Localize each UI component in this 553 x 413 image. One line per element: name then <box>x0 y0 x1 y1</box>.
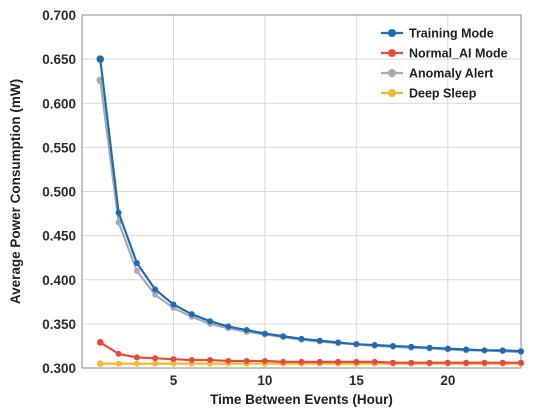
y-tick-label: 0.700 <box>42 8 76 23</box>
y-axis-title: Average Power Consumption (mW) <box>8 79 23 304</box>
series-anomaly-alert <box>96 76 524 356</box>
data-point-normal-ai-mode <box>408 359 415 366</box>
y-tick-label: 0.550 <box>42 140 76 155</box>
legend-entry-anomaly-alert: Anomaly Alert <box>381 67 494 81</box>
x-tick-label: 5 <box>170 373 178 388</box>
data-point-normal-ai-mode <box>225 357 232 364</box>
data-point-normal-ai-mode <box>298 358 305 365</box>
data-point-normal-ai-mode <box>444 359 451 366</box>
data-point-normal-ai-mode <box>243 357 250 364</box>
data-point-training-mode <box>408 343 415 350</box>
data-point-training-mode <box>243 327 250 334</box>
series <box>96 55 524 367</box>
x-tick-labels: 5 10 15 20 <box>170 373 456 388</box>
data-point-training-mode <box>426 344 433 351</box>
data-point-normal-ai-mode <box>499 359 506 366</box>
legend-label-training-mode: Training Mode <box>409 27 494 41</box>
plot-frame <box>81 14 522 369</box>
data-point-normal-ai-mode <box>133 354 140 361</box>
data-point-normal-ai-mode <box>261 357 268 364</box>
legend-entry-deep-sleep: Deep Sleep <box>381 87 477 101</box>
series-training-mode <box>96 55 524 355</box>
legend-entry-normal-ai-mode: Normal_AI Mode <box>381 47 508 61</box>
y-tick-label: 0.600 <box>42 96 76 111</box>
data-point-normal-ai-mode <box>188 357 195 364</box>
series-line-normal-ai-mode <box>99 341 521 364</box>
series-normal-ai-mode <box>96 339 524 366</box>
data-point-training-mode <box>152 286 159 293</box>
data-point-normal-ai-mode <box>463 359 470 366</box>
legend-entry-training-mode: Training Mode <box>381 27 494 41</box>
legend-label-anomaly-alert: Anomaly Alert <box>409 67 494 81</box>
data-point-anomaly-alert <box>115 219 122 226</box>
data-point-normal-ai-mode <box>152 355 159 362</box>
data-point-training-mode <box>115 209 122 216</box>
legend: Training Mode Normal_AI Mode Anomaly Ale… <box>381 27 508 101</box>
data-point-deep-sleep <box>133 360 140 367</box>
data-point-anomaly-alert <box>133 267 140 274</box>
data-point-normal-ai-mode <box>316 358 323 365</box>
data-point-normal-ai-mode <box>207 357 214 364</box>
data-point-training-mode <box>335 339 342 346</box>
legend-marker-deep-sleep <box>388 89 396 97</box>
x-axis-title: Time Between Events (Hour) <box>210 392 393 407</box>
data-point-training-mode <box>96 55 105 63</box>
data-point-anomaly-alert <box>152 291 159 298</box>
data-point-normal-ai-mode <box>115 350 122 357</box>
x-tick-label: 15 <box>349 373 365 388</box>
data-point-training-mode <box>389 342 396 349</box>
data-point-training-mode <box>133 259 140 266</box>
axes <box>81 14 522 369</box>
series-line-training-mode <box>99 58 522 353</box>
data-point-training-mode <box>188 311 195 318</box>
data-point-training-mode <box>444 345 451 352</box>
y-tick-label: 0.350 <box>42 317 76 332</box>
data-point-training-mode <box>316 337 323 344</box>
y-tick-label: 0.450 <box>42 229 76 244</box>
data-point-training-mode <box>499 347 506 354</box>
data-point-normal-ai-mode <box>371 358 378 365</box>
data-point-deep-sleep <box>96 360 104 367</box>
data-point-normal-ai-mode <box>518 359 524 366</box>
data-point-training-mode <box>280 333 287 340</box>
data-point-deep-sleep <box>170 360 177 367</box>
data-point-training-mode <box>207 318 214 325</box>
data-point-training-mode <box>170 301 177 308</box>
y-tick-label: 0.650 <box>42 52 76 67</box>
x-tick-label: 20 <box>440 373 455 388</box>
legend-marker-training-mode <box>388 29 396 37</box>
data-point-normal-ai-mode <box>335 358 342 365</box>
data-point-training-mode <box>371 342 378 349</box>
data-point-deep-sleep <box>152 360 159 367</box>
y-tick-labels: 0.300 0.350 0.400 0.450 0.500 0.550 0.600 0.650… <box>42 8 76 376</box>
data-point-normal-ai-mode <box>426 359 433 366</box>
legend-label-normal-ai-mode: Normal_AI Mode <box>409 47 508 61</box>
legend-label-deep-sleep: Deep Sleep <box>409 87 477 101</box>
data-point-normal-ai-mode <box>280 358 287 365</box>
legend-marker-anomaly-alert <box>388 69 396 77</box>
x-tick-label: 10 <box>257 373 272 388</box>
data-point-training-mode <box>481 347 488 354</box>
data-point-normal-ai-mode <box>96 339 104 346</box>
data-point-training-mode <box>353 341 360 348</box>
y-tick-label: 0.500 <box>42 185 76 200</box>
data-point-normal-ai-mode <box>170 356 177 363</box>
data-point-normal-ai-mode <box>389 359 396 366</box>
data-point-normal-ai-mode <box>353 358 360 365</box>
data-point-training-mode <box>225 323 232 330</box>
data-point-training-mode <box>261 330 268 337</box>
legend-marker-normal-ai-mode <box>388 49 396 57</box>
data-point-training-mode <box>298 335 305 342</box>
y-tick-label: 0.300 <box>42 361 76 376</box>
data-point-training-mode <box>463 346 470 353</box>
data-point-deep-sleep <box>115 360 122 367</box>
data-point-normal-ai-mode <box>481 359 488 366</box>
data-point-training-mode <box>518 348 524 355</box>
series-line-anomaly-alert <box>99 80 522 354</box>
y-tick-label: 0.400 <box>42 273 76 288</box>
